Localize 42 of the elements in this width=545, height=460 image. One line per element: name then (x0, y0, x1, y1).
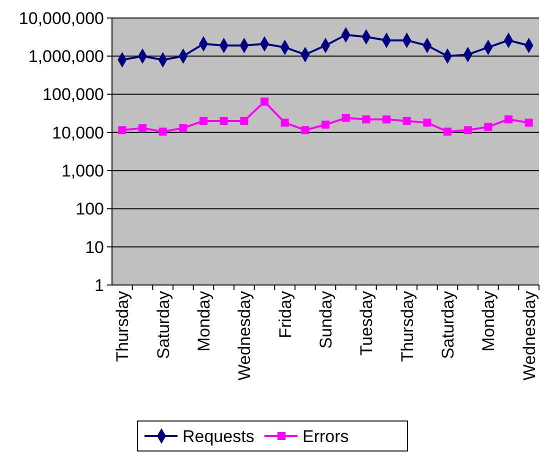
point (342, 114, 350, 122)
x-tick-label: Wednesday (520, 290, 539, 380)
point (138, 124, 146, 132)
x-tick-label: Sunday (316, 290, 336, 349)
point (402, 116, 411, 125)
y-tick-label: 10,000 (52, 123, 104, 142)
point (322, 120, 330, 129)
point (240, 116, 248, 125)
legend-label: Errors (302, 426, 349, 446)
point (423, 118, 432, 127)
point (179, 124, 188, 132)
y-tick-label: 10,000,000 (18, 8, 104, 28)
point (484, 122, 492, 131)
x-tick-label: Saturday (154, 290, 173, 360)
y-tick-label: 1,000,000 (28, 47, 104, 66)
legend-label: Requests (182, 426, 254, 446)
point (220, 116, 228, 125)
point (158, 128, 167, 136)
y-tick-label: 1,000 (61, 162, 104, 181)
point (382, 115, 390, 124)
x-tick-label: Friday (276, 290, 295, 338)
y-tick-label: 10 (85, 238, 104, 257)
x-tick-label: Monday (479, 290, 498, 352)
point (524, 118, 533, 127)
y-tick-label: 100 (76, 200, 104, 219)
point (504, 115, 512, 124)
point (118, 126, 126, 134)
x-tick-label: Thursday (113, 290, 132, 362)
point (301, 126, 310, 134)
x-tick-label: Wednesday (235, 290, 254, 380)
y-tick-label: 1 (94, 276, 104, 295)
point (464, 126, 472, 134)
y-tick-label: 100,000 (42, 85, 104, 104)
point (362, 115, 370, 124)
point (444, 128, 452, 136)
x-tick-label: Thursday (398, 290, 417, 362)
x-tick-label: Tuesday (357, 290, 376, 356)
point (200, 116, 208, 125)
x-tick-label: Saturday (438, 290, 458, 360)
x-tick-label: Monday (194, 290, 214, 352)
point (280, 118, 289, 127)
point (260, 98, 268, 106)
